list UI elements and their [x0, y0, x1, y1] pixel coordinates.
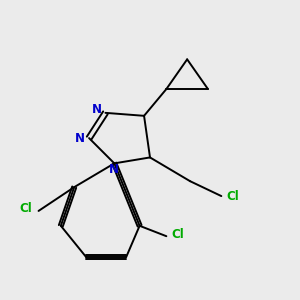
- Text: N: N: [75, 132, 85, 145]
- Text: N: N: [109, 163, 119, 176]
- Text: N: N: [92, 103, 102, 116]
- Text: Cl: Cl: [172, 228, 184, 241]
- Text: Cl: Cl: [227, 190, 240, 202]
- Text: Cl: Cl: [20, 202, 32, 215]
